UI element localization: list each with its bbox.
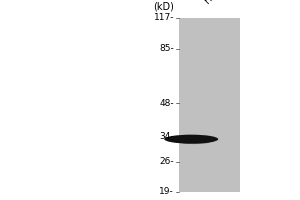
Text: 34-: 34- [159,132,174,141]
Text: HeLa: HeLa [202,0,227,5]
Ellipse shape [178,140,211,144]
Text: 19-: 19- [159,188,174,196]
Text: 48-: 48- [159,99,174,108]
Text: 85-: 85- [159,44,174,53]
Text: 117-: 117- [154,14,174,22]
Text: 26-: 26- [159,157,174,166]
Text: (kD): (kD) [153,2,174,12]
Ellipse shape [164,135,218,144]
Bar [178,18,240,192]
